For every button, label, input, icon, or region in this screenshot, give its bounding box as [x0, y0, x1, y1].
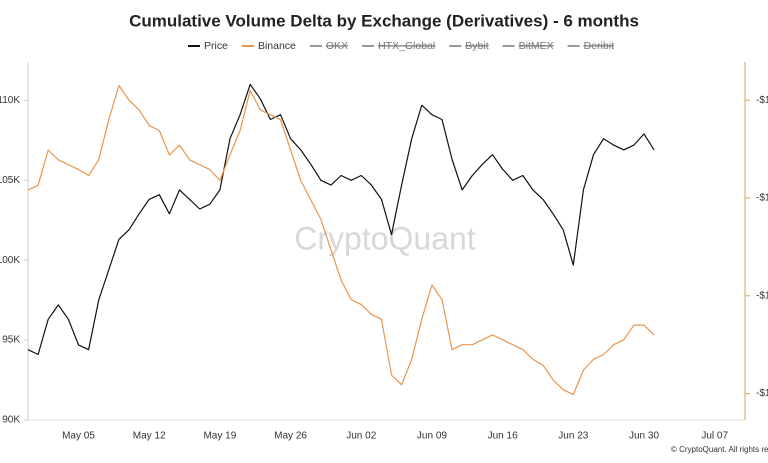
y-tick-label: 95K: [2, 335, 20, 346]
x-tick-label: Jun 09: [417, 431, 447, 442]
series-line: [27, 84, 655, 396]
legend-label: Price: [204, 40, 228, 52]
y2-tick-label: -$13B: [756, 388, 768, 399]
series-line: [27, 83, 655, 356]
y-tick-label: 100K: [0, 255, 20, 266]
y-tick-label: 90K: [2, 415, 20, 426]
x-tick-label: Jun 23: [558, 431, 588, 442]
x-tick-label: May 12: [133, 431, 166, 442]
y2-tick-label: -$12B: [756, 290, 768, 301]
x-tick-label: Jun 16: [488, 431, 518, 442]
y2-tick-label: -$11B: [756, 193, 768, 204]
x-tick-label: May 05: [62, 431, 95, 442]
watermark: CryptoQuant: [294, 220, 476, 256]
chart-title: Cumulative Volume Delta by Exchange (Der…: [129, 11, 639, 30]
x-tick-label: Jul 07: [701, 431, 728, 442]
x-tick-label: Jun 02: [346, 431, 376, 442]
y2-tick-label: -$10B: [756, 95, 768, 106]
y-tick-label: 105K: [0, 175, 20, 186]
legend-label: Binance: [258, 40, 296, 52]
footer: © CryptoQuant. All rights reserved.: [671, 445, 768, 454]
x-tick-label: May 19: [203, 431, 236, 442]
y-tick-label: 110K: [0, 95, 20, 106]
x-tick-label: Jun 30: [629, 431, 659, 442]
x-tick-label: May 26: [274, 431, 307, 442]
